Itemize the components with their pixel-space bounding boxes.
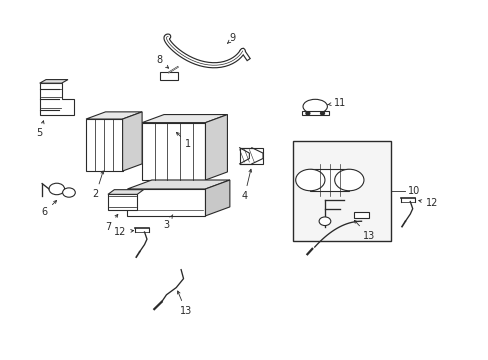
Polygon shape bbox=[40, 80, 68, 83]
Text: 13: 13 bbox=[354, 220, 374, 240]
Polygon shape bbox=[142, 114, 227, 123]
Text: 4: 4 bbox=[241, 169, 251, 201]
Text: 8: 8 bbox=[156, 55, 168, 68]
Bar bbox=[142, 123, 205, 180]
Polygon shape bbox=[86, 112, 142, 119]
Bar bbox=[310, 169, 348, 191]
Polygon shape bbox=[108, 190, 143, 194]
Circle shape bbox=[320, 112, 324, 115]
Circle shape bbox=[319, 217, 330, 226]
Circle shape bbox=[305, 112, 309, 115]
Text: 3: 3 bbox=[163, 215, 172, 230]
Bar bbox=[127, 189, 205, 216]
Text: 10: 10 bbox=[407, 186, 419, 196]
Text: 12: 12 bbox=[114, 227, 133, 237]
Circle shape bbox=[295, 169, 325, 191]
Text: 1: 1 bbox=[176, 132, 191, 149]
Bar bbox=[160, 72, 177, 80]
Text: 11: 11 bbox=[327, 98, 345, 108]
Polygon shape bbox=[205, 180, 229, 216]
Polygon shape bbox=[108, 194, 137, 211]
Text: 2: 2 bbox=[92, 171, 103, 199]
Bar bbox=[301, 111, 328, 116]
Bar bbox=[86, 119, 122, 171]
Bar bbox=[239, 148, 263, 164]
Polygon shape bbox=[127, 180, 229, 189]
Polygon shape bbox=[122, 112, 142, 171]
Circle shape bbox=[62, 188, 75, 197]
Text: 6: 6 bbox=[41, 201, 57, 217]
Circle shape bbox=[49, 183, 64, 195]
Ellipse shape bbox=[303, 99, 327, 114]
Bar bbox=[353, 212, 368, 218]
Text: 13: 13 bbox=[177, 291, 192, 316]
Polygon shape bbox=[205, 114, 227, 180]
Text: 7: 7 bbox=[104, 215, 118, 231]
Polygon shape bbox=[40, 83, 74, 116]
Text: 9: 9 bbox=[229, 33, 235, 43]
Text: 12: 12 bbox=[418, 198, 438, 208]
Circle shape bbox=[334, 169, 363, 191]
Text: 5: 5 bbox=[37, 121, 44, 138]
Bar bbox=[293, 140, 390, 241]
